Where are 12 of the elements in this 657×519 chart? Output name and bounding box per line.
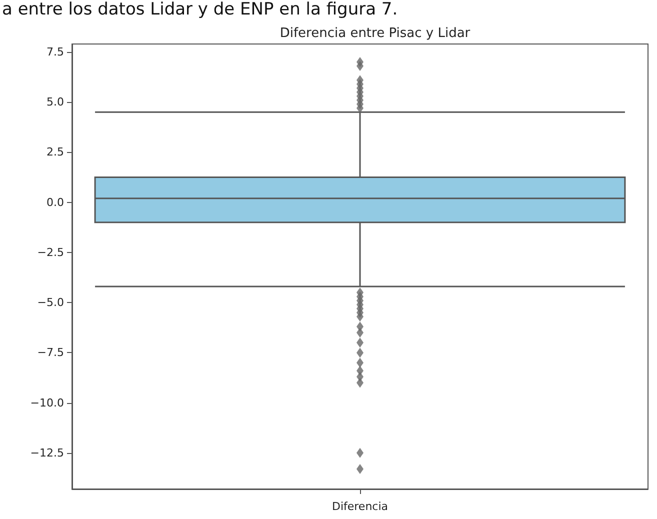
y-tick-label: −12.5 bbox=[30, 446, 64, 460]
y-tick-label: 0.0 bbox=[46, 196, 64, 209]
y-tick-label: 5.0 bbox=[46, 96, 64, 109]
y-tick-label: −10.0 bbox=[30, 396, 64, 410]
y-tick-label: −2.5 bbox=[37, 246, 64, 259]
y-tick-label: 7.5 bbox=[46, 46, 64, 59]
y-tick-label: −5.0 bbox=[37, 296, 64, 310]
x-tick-label: Diferencia bbox=[332, 500, 388, 513]
y-tick-label: −7.5 bbox=[37, 346, 64, 360]
text: a entre los datos Lidar y de ENP en la figura 7. bbox=[2, 0, 398, 20]
chart-title: Diferencia entre Pisac y Lidar bbox=[280, 26, 471, 41]
y-tick-label: 2.5 bbox=[46, 146, 64, 159]
